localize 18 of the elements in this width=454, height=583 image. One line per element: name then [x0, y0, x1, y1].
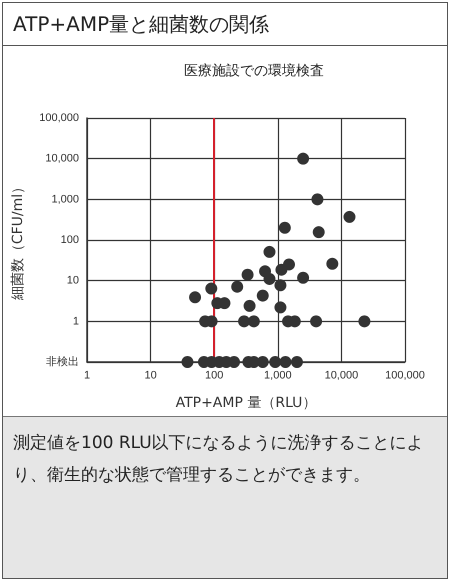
x-tick-label: 1,000	[264, 370, 292, 382]
y-axis-title: 細菌数（CFU/ml）	[10, 180, 26, 302]
y-tick-label: 1	[72, 315, 79, 328]
y-tick-label: 100	[60, 234, 79, 246]
x-axis-title: ATP+AMP 量（RLU）	[176, 395, 316, 411]
x-tick-label: 10	[144, 370, 157, 382]
y-tick-label: 10	[66, 274, 79, 287]
x-tick-label: 1	[84, 370, 90, 382]
chart-subtitle: 医療施設での環境検査	[184, 62, 324, 78]
y-tick-label: 非検出	[46, 355, 79, 368]
chart-title: ATP+AMP量と細菌数の関係	[3, 3, 447, 46]
text: 測定値を100 RLU以下になるように洗浄することにより、衛生的な状態で管理することができます。	[3, 416, 447, 578]
y-tick-label: 10,000	[45, 152, 79, 165]
x-tick-label: 10,000	[324, 370, 358, 382]
y-tick-label: 100,000	[39, 112, 79, 124]
y-tick-label: 1,000	[51, 193, 79, 206]
x-tick-label: 100	[205, 370, 224, 382]
x-tick-label: 100,000	[385, 370, 425, 382]
